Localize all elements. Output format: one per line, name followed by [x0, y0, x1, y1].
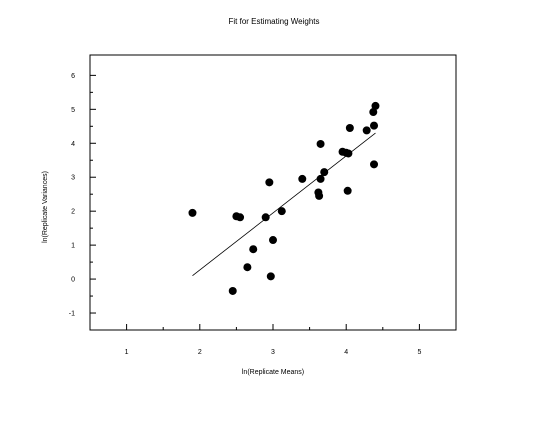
data-point: [188, 208, 197, 217]
y-axis: -1 0 1 2 3 4 5 6: [69, 73, 96, 318]
chart-title: Fit for Estimating Weights: [229, 17, 320, 26]
data-point: [370, 121, 379, 130]
data-point: [345, 123, 354, 132]
data-point: [266, 272, 275, 281]
data-point: [316, 174, 325, 183]
y-tick-label: 3: [71, 175, 75, 182]
data-point: [315, 191, 324, 200]
x-tick-label: 4: [344, 349, 348, 356]
y-tick-label: 6: [71, 73, 75, 80]
data-point: [343, 186, 352, 195]
data-point: [249, 245, 258, 254]
data-point: [362, 126, 371, 135]
y-tick-label: 4: [71, 141, 75, 148]
y-tick-label: 0: [71, 277, 75, 284]
data-point: [298, 174, 307, 183]
x-axis-label: ln(Replicate Means): [242, 369, 304, 376]
data-point: [277, 207, 286, 216]
x-tick-label: 2: [198, 349, 202, 356]
data-point: [261, 213, 270, 222]
data-point: [369, 108, 378, 117]
y-tick-label: -1: [69, 311, 75, 318]
data-point: [236, 213, 245, 222]
y-tick-label: 2: [71, 209, 75, 216]
fit-line: [192, 132, 376, 276]
y-axis-label: ln(Replicate Variances): [42, 171, 49, 243]
x-axis: 1 2 3 4 5: [125, 324, 421, 356]
x-tick-label: 5: [417, 349, 421, 356]
data-point: [228, 286, 237, 295]
data-point: [370, 160, 379, 169]
x-tick-label: 3: [271, 349, 275, 356]
data-point: [344, 149, 353, 158]
y-tick-label: 1: [71, 243, 75, 250]
data-point: [269, 236, 277, 245]
data-point: [316, 139, 325, 148]
x-tick-label: 1: [125, 349, 129, 356]
data-points: [188, 101, 380, 295]
data-point: [371, 101, 380, 110]
data-point: [243, 263, 252, 272]
plot-frame: [89, 54, 457, 331]
data-point: [265, 178, 274, 187]
y-tick-label: 5: [71, 107, 75, 114]
data-point: [320, 168, 329, 177]
